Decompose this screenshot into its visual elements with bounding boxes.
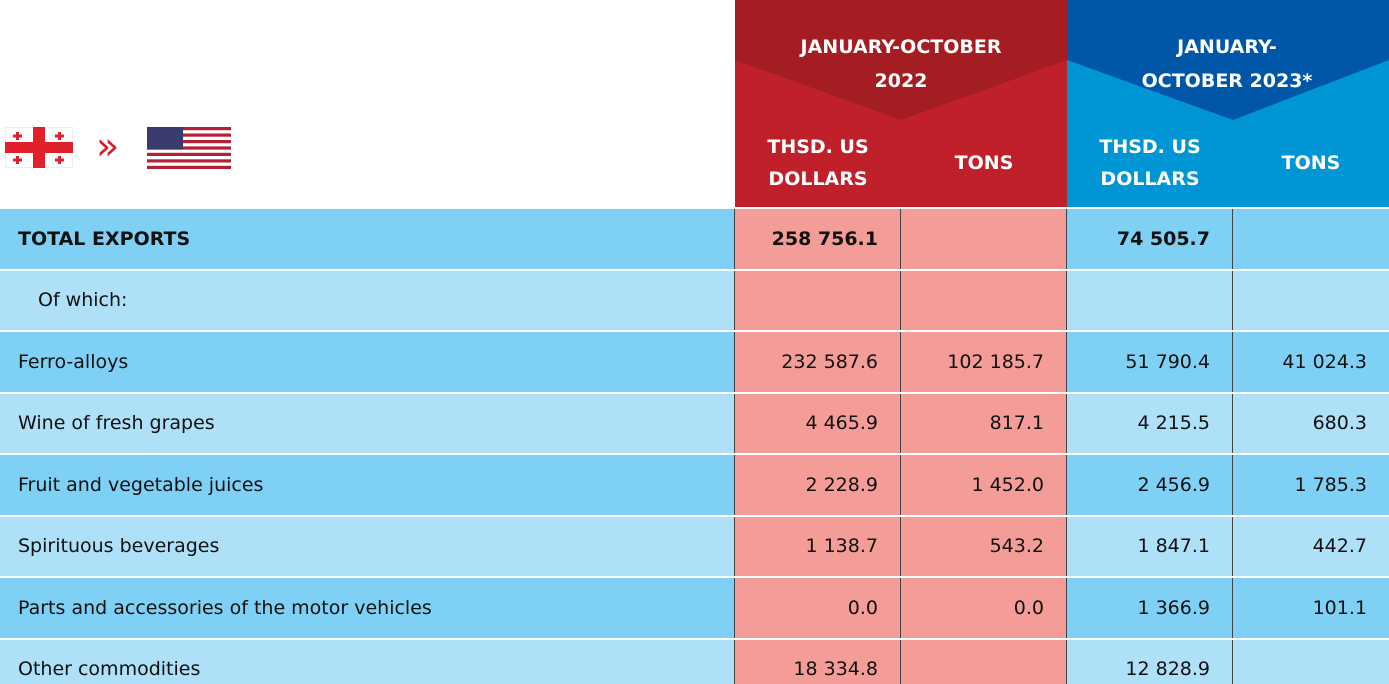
period-label: JANUARY-OCTOBER 2022: [800, 36, 1002, 92]
row-label: Other commodities: [0, 639, 735, 684]
table-row: Spirituous beverages 1 138.7 543.2 1 847.1 4…: [0, 514, 1389, 576]
value-cell: 4 465.9: [735, 393, 901, 453]
value-cell: [901, 270, 1067, 330]
value-cell: 1 366.9: [1067, 578, 1233, 638]
flag-georgia: [5, 127, 73, 168]
row-label: Of which:: [0, 270, 735, 330]
row-label: Fruit and vegetable juices: [0, 455, 735, 515]
period-label: JANUARY-OCTOBER 2023*: [1141, 36, 1313, 92]
row-label: TOTAL EXPORTS: [0, 209, 735, 269]
table-row: TOTAL EXPORTS 258 756.1 74 505.7: [0, 207, 1389, 269]
value-cell: [735, 270, 901, 330]
value-cell: 232 587.6: [735, 332, 901, 392]
column-label: THSD. US DOLLARS: [767, 136, 869, 190]
value-cell: 0.0: [901, 578, 1067, 638]
table-row: Ferro-alloys 232 587.6 102 185.7 51 790.4 41…: [0, 330, 1389, 392]
value-cell: 4 215.5: [1067, 393, 1233, 453]
value-cell: 1 138.7: [735, 516, 901, 576]
value-cell: [1233, 639, 1389, 684]
table-row: Other commodities 18 334.8 12 828.9: [0, 637, 1389, 684]
value-cell: 442.7: [1233, 516, 1389, 576]
value-cell: 1 452.0: [901, 455, 1067, 515]
header-group-2023: JANUARY-OCTOBER 2023* THSD. US DOLLARS T…: [1067, 0, 1389, 207]
column-label: THSD. US DOLLARS: [1099, 136, 1201, 190]
value-cell: 18 334.8: [735, 639, 901, 684]
value-cell: 41 024.3: [1233, 332, 1389, 392]
table-row: Fruit and vegetable juices 2 228.9 1 452.0…: [0, 453, 1389, 515]
value-cell: 817.1: [901, 393, 1067, 453]
value-cell: [1233, 209, 1389, 269]
value-cell: 102 185.7: [901, 332, 1067, 392]
row-label: Wine of fresh grapes: [0, 393, 735, 453]
column-label: TONS: [1281, 152, 1341, 174]
table-row: Wine of fresh grapes 4 465.9 817.1 4 215.5 6…: [0, 391, 1389, 453]
value-cell: 101.1: [1233, 578, 1389, 638]
value-cell: 680.3: [1233, 393, 1389, 453]
table-row: Of which:: [0, 268, 1389, 330]
value-cell: 2 456.9: [1067, 455, 1233, 515]
value-cell: 1 785.3: [1233, 455, 1389, 515]
value-cell: 543.2: [901, 516, 1067, 576]
value-cell: [901, 639, 1067, 684]
value-cell: [901, 209, 1067, 269]
value-cell: 74 505.7: [1067, 209, 1233, 269]
value-cell: 51 790.4: [1067, 332, 1233, 392]
value-cell: [1067, 270, 1233, 330]
flag-usa: [147, 127, 231, 169]
row-label: Parts and accessories of the motor vehic…: [0, 578, 735, 638]
value-cell: 12 828.9: [1067, 639, 1233, 684]
value-cell: 0.0: [735, 578, 901, 638]
row-label: Ferro-alloys: [0, 332, 735, 392]
header-group-2022: JANUARY-OCTOBER 2022 THSD. US DOLLARS TO…: [735, 0, 1067, 207]
value-cell: 1 847.1: [1067, 516, 1233, 576]
value-cell: 2 228.9: [735, 455, 901, 515]
value-cell: 258 756.1: [735, 209, 901, 269]
direction-arrow: »: [96, 124, 120, 168]
row-label: Spirituous beverages: [0, 516, 735, 576]
value-cell: [1233, 270, 1389, 330]
column-label: TONS: [954, 152, 1014, 174]
table-row: Parts and accessories of the motor vehic…: [0, 576, 1389, 638]
